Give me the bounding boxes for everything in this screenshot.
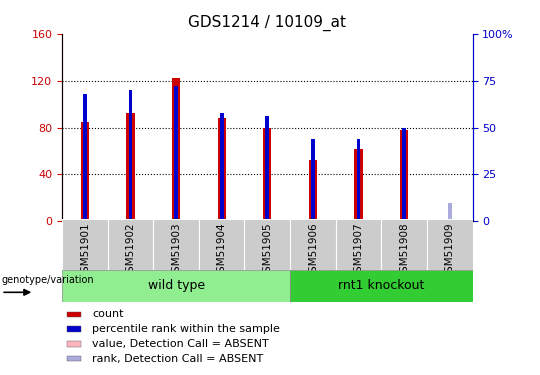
Bar (83, 94, 87, 221)
Bar (290, 219, 336, 270)
Text: wild type: wild type (147, 279, 205, 292)
Text: GSM51905: GSM51905 (262, 222, 272, 279)
Title: GDS1214 / 10109_at: GDS1214 / 10109_at (188, 15, 346, 31)
Bar (336, 219, 381, 270)
Bar (67, 326, 82, 332)
Bar (263, 128, 272, 221)
Text: GSM51904: GSM51904 (217, 222, 227, 279)
Bar (427, 219, 472, 270)
Bar (67, 312, 82, 317)
Bar (153, 219, 199, 270)
Text: GSM51902: GSM51902 (125, 222, 136, 279)
Text: GSM51906: GSM51906 (308, 222, 318, 279)
Bar (400, 130, 408, 221)
Bar (446, 219, 454, 221)
Text: rnt1 knockout: rnt1 knockout (338, 279, 424, 292)
Text: rank, Detection Call = ABSENT: rank, Detection Call = ABSENT (92, 354, 263, 363)
Bar (448, 202, 451, 221)
Bar (402, 128, 406, 221)
Bar (357, 139, 360, 221)
Text: GSM51901: GSM51901 (80, 222, 90, 279)
Bar (62, 270, 290, 302)
Bar (311, 139, 315, 221)
Bar (266, 116, 269, 221)
Text: GSM51908: GSM51908 (399, 222, 409, 279)
Bar (81, 122, 89, 221)
Text: percentile rank within the sample: percentile rank within the sample (92, 324, 280, 334)
Bar (62, 219, 107, 270)
Bar (290, 270, 472, 302)
Bar (446, 219, 454, 221)
Bar (107, 219, 153, 270)
Bar (67, 341, 82, 346)
Bar (245, 219, 290, 270)
Bar (381, 219, 427, 270)
Bar (199, 219, 245, 270)
Text: GSM51903: GSM51903 (171, 222, 181, 279)
Bar (309, 160, 317, 221)
Text: GSM51909: GSM51909 (445, 222, 455, 279)
Bar (174, 86, 178, 221)
Bar (172, 78, 180, 221)
Bar (129, 90, 132, 221)
Bar (126, 113, 134, 221)
Text: genotype/variation: genotype/variation (1, 274, 94, 285)
Bar (218, 118, 226, 221)
Bar (220, 112, 224, 221)
Text: count: count (92, 309, 124, 319)
Bar (67, 356, 82, 361)
Text: GSM51907: GSM51907 (354, 222, 363, 279)
Text: value, Detection Call = ABSENT: value, Detection Call = ABSENT (92, 339, 269, 349)
Bar (354, 148, 362, 221)
